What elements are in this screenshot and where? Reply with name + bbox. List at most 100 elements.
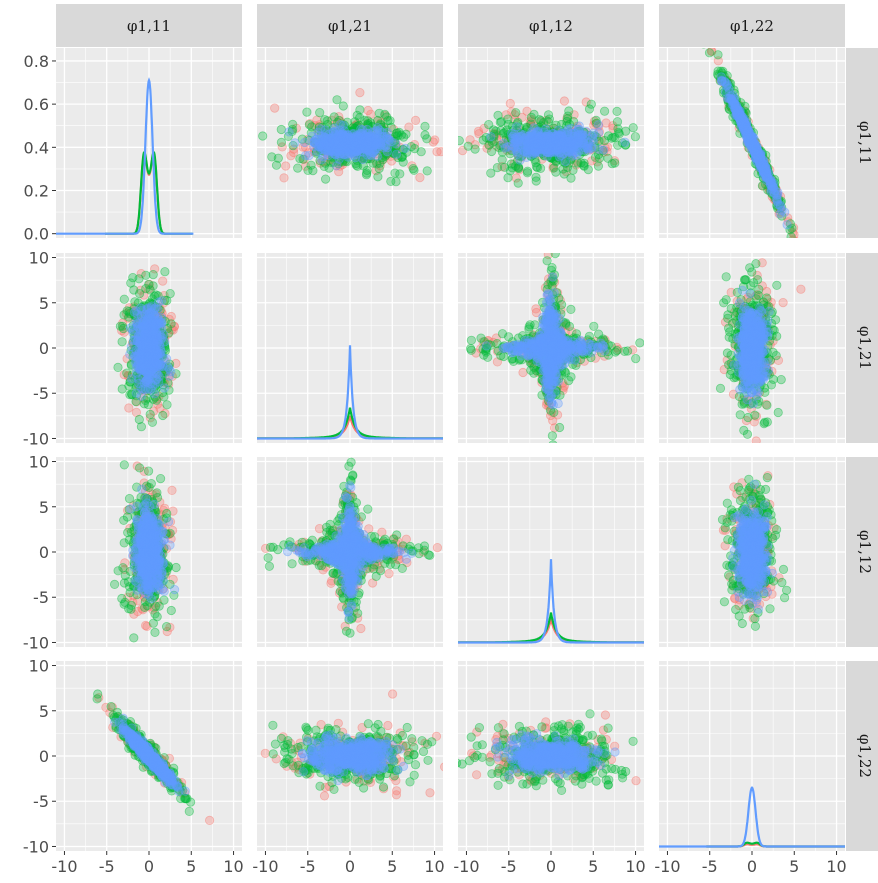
scatter-point-green [340,125,350,135]
scatter-point-green [370,146,380,156]
scatter-point-blue [391,139,401,149]
scatter-point-red [508,132,518,142]
scatter-point-red [322,148,332,158]
scatter-point-blue [354,142,364,152]
scatter-point-red [372,116,383,126]
scatter-point-blue [290,138,300,148]
scatter-point-blue [348,134,358,145]
scatter-point-green [614,129,624,139]
scatter-point-red [532,137,543,147]
scatter-point-blue [348,140,358,151]
scatter-point-red [572,121,582,131]
scatter-point-blue [571,138,581,149]
scatter-point-blue [549,141,559,151]
scatter-point-green [345,139,355,149]
row-strip-p12 [846,457,878,647]
scatter-point-red [325,144,336,154]
scatter-point-red [346,135,357,145]
scatter-point-green [647,115,655,123]
scatter-point-green [572,143,583,153]
scatter-point-blue [535,131,545,142]
scatter-point-blue [532,133,542,143]
scatter-point-blue [337,147,347,157]
scatter-point-green [580,147,590,157]
scatter-point-green [389,148,399,158]
scatter-point-green [337,122,348,132]
scatter-point-blue [588,134,598,144]
scatter-point-red [355,150,365,160]
scatter-point-green [458,136,464,146]
scatter-point-green [579,127,589,138]
scatter-point-red [335,150,345,160]
scatter-point-green [357,134,367,144]
scatter-point-green [348,130,358,141]
scatter-point-red [305,119,315,129]
scatter-point-red [571,160,582,170]
scatter-point-red [548,142,559,152]
scatter-point-blue [341,136,351,146]
scatter-point-red [501,110,511,120]
scatter-point-red [343,129,353,140]
scatter-point-blue [535,137,545,147]
scatter-point-blue [536,135,546,145]
scatter-point-blue [516,140,526,150]
scatter-point-red [512,136,522,146]
scatter-point-green [574,126,584,136]
scatter-point-green [303,165,313,175]
scatter-point-green [497,329,508,339]
scatter-point-blue [369,133,380,143]
scatter-point-blue [361,144,371,154]
scatter-point-red [386,151,396,161]
scatter-point-blue [338,143,348,153]
scatter-point-blue [546,141,556,152]
scatter-point-green [304,120,314,130]
scatter-point-blue [342,141,352,151]
scatter-point-blue [321,137,331,147]
scatter-point-blue [348,140,359,150]
scatter-point-blue [330,130,340,140]
scatter-point-green [247,119,255,127]
scatter-point-blue [481,341,491,351]
scatter-point-green [315,145,326,156]
scatter-point-green [628,123,638,133]
scatter-point-green [590,141,600,151]
scatter-point-green [613,124,623,134]
scatter-point-green [612,117,623,127]
scatter-point-blue [550,140,560,150]
scatter-point-green [339,134,349,144]
scatter-point-blue [510,138,521,148]
scatter-point-green [372,159,382,169]
scatter-point-green [526,151,536,161]
scatter-point-red [568,138,579,148]
scatter-point-red [336,128,346,138]
scatter-point-red [589,116,600,126]
scatter-point-blue [558,133,568,144]
scatter-point-blue [349,140,359,150]
scatter-point-green [561,141,571,151]
scatter-point-green [512,139,522,149]
scatter-point-red [351,120,361,130]
column-strip-label-p12: φ1,12 [529,17,573,35]
scatter-point-green [598,146,608,156]
scatter-point-red [537,148,548,158]
scatter-point-red [496,140,507,150]
scatter-point-green [380,151,390,161]
scatter-point-blue [343,141,353,151]
scatter-point-green [560,141,570,151]
scatter-point-red [584,141,594,151]
scatter-point-green [393,131,403,141]
scatter-point-blue [356,139,366,149]
scatter-point-blue [540,138,550,148]
scatter-point-blue [544,143,554,154]
scatter-point-blue [567,137,577,147]
scatter-point-blue [320,145,331,155]
scatter-point-red [357,153,367,163]
scatter-point-red [509,114,520,125]
scatter-point-green [568,117,579,127]
scatter-point-blue [529,138,539,148]
scatter-point-blue [363,128,373,138]
scatter-point-green [324,137,334,147]
scatter-point-green [348,125,358,135]
scatter-point-green [552,142,563,152]
scatter-point-blue [534,137,545,147]
